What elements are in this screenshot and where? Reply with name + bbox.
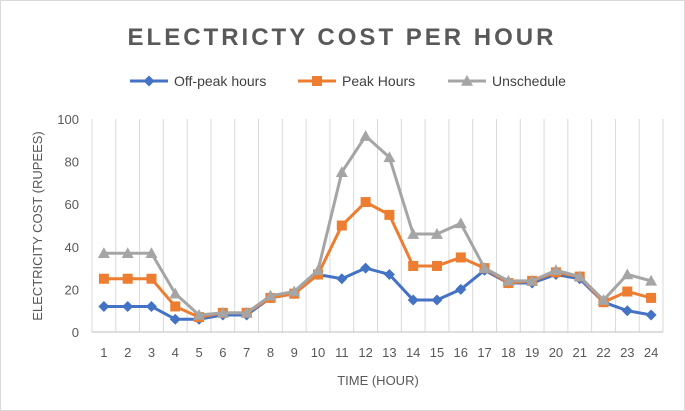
x-tick-label: 8 [267, 345, 274, 360]
data-point [549, 264, 562, 276]
data-point [430, 228, 443, 239]
y-tick-label: 60 [65, 197, 79, 212]
legend-marker [143, 75, 155, 87]
y-axis-ticks: 0 20 40 60 80 100 [57, 112, 79, 340]
x-tick-label: 11 [335, 345, 349, 360]
data-point [383, 151, 396, 163]
x-tick-label: 22 [596, 345, 610, 360]
data-point [121, 247, 134, 258]
data-point [216, 306, 229, 318]
x-tick-label: 2 [124, 345, 131, 360]
data-point [240, 306, 253, 318]
data-point [264, 289, 277, 301]
data-point [407, 228, 420, 239]
x-tick-label: 19 [525, 345, 539, 360]
x-tick-label: 18 [501, 345, 515, 360]
data-point [193, 308, 206, 320]
legend-item: Unschedule [448, 73, 566, 89]
data-point [122, 273, 133, 284]
data-point [621, 268, 634, 280]
series-unschedule [97, 130, 658, 320]
y-axis-label: ELECTRICITY COST (RUPEES) [30, 131, 45, 321]
data-point [408, 260, 419, 271]
legend-marker [312, 76, 322, 86]
series-line [103, 134, 652, 317]
x-tick-label: 21 [572, 345, 586, 360]
x-tick-label: 5 [195, 345, 202, 360]
x-tick-label: 24 [644, 345, 658, 360]
data-point [360, 197, 371, 208]
x-axis-label: TIME (HOUR) [337, 373, 419, 388]
x-tick-label: 23 [620, 345, 634, 360]
data-point [336, 273, 348, 285]
data-point [526, 274, 539, 286]
data-point [431, 260, 442, 271]
data-point [573, 270, 586, 282]
data-point [170, 301, 181, 312]
data-point [335, 166, 348, 178]
x-tick-label: 20 [549, 345, 563, 360]
x-tick-label: 15 [430, 345, 444, 360]
x-tick-label: 9 [291, 345, 298, 360]
y-tick-label: 100 [57, 112, 79, 127]
series-group [97, 130, 658, 325]
gridlines [91, 119, 664, 333]
data-point [431, 294, 443, 306]
x-tick-label: 6 [219, 345, 226, 360]
y-tick-label: 40 [65, 240, 79, 255]
data-point [646, 292, 657, 303]
data-point [645, 309, 657, 321]
legend-label: Off-peak hours [174, 73, 266, 89]
data-point [502, 274, 515, 286]
data-point [384, 209, 395, 220]
x-tick-label: 4 [172, 345, 179, 360]
data-point [645, 274, 658, 286]
data-point [146, 273, 157, 284]
data-point [478, 262, 491, 273]
data-point [98, 300, 110, 312]
data-point [145, 247, 158, 258]
x-tick-label: 17 [477, 345, 491, 360]
data-point [455, 252, 466, 263]
data-point [145, 300, 157, 312]
data-point [360, 262, 372, 274]
data-point [98, 273, 109, 284]
data-point [597, 294, 610, 305]
data-point [359, 130, 372, 141]
y-tick-label: 80 [65, 155, 79, 170]
data-point [383, 268, 395, 280]
legend-marker [461, 75, 473, 86]
legend-item: Off-peak hours [130, 73, 266, 89]
x-tick-label: 14 [406, 345, 420, 360]
legend-label: Unschedule [492, 73, 566, 89]
data-point [621, 305, 633, 317]
legend-item: Peak Hours [298, 73, 415, 89]
data-point [454, 217, 467, 229]
data-point [169, 313, 181, 325]
y-tick-label: 20 [65, 282, 79, 297]
data-point [122, 300, 134, 312]
x-tick-label: 16 [454, 345, 468, 360]
chart-title: ELECTRICTY COST PER HOUR [128, 24, 557, 51]
data-point [288, 285, 301, 297]
x-tick-label: 12 [358, 345, 372, 360]
legend: Off-peak hours Peak Hours Unschedule [130, 73, 566, 89]
data-point [622, 286, 633, 297]
data-point [97, 247, 110, 258]
data-point [169, 287, 182, 299]
data-point [455, 283, 467, 295]
x-tick-label: 1 [100, 345, 107, 360]
legend-label: Peak Hours [342, 73, 415, 89]
x-tick-label: 7 [243, 345, 250, 360]
x-tick-label: 3 [148, 345, 155, 360]
y-tick-label: 0 [72, 325, 79, 340]
x-tick-label: 13 [382, 345, 396, 360]
data-point [407, 294, 419, 306]
x-axis-ticks: 1 2 3 4 5 6 7 8 9 10 11 12 13 14 15 16 17 18 19 20 21 22 23 24 [100, 345, 658, 360]
x-tick-label: 10 [311, 345, 325, 360]
data-point [336, 220, 347, 231]
data-point [312, 264, 325, 276]
